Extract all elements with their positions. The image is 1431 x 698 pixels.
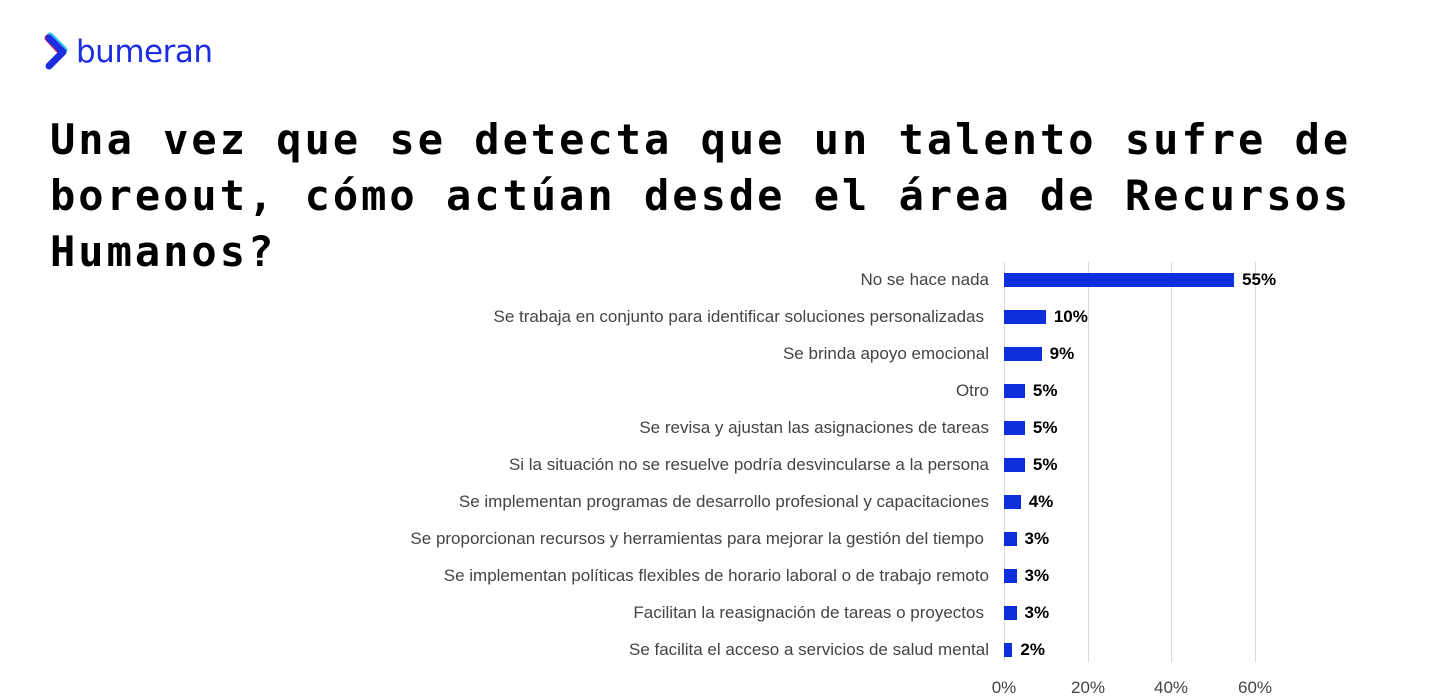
page-title: Una vez que se detecta que un talento su… xyxy=(50,115,1352,276)
bar-row: Se revisa y ajustan las asignaciones de … xyxy=(0,409,1431,446)
bar-row: Se brinda apoyo emocional 9% xyxy=(0,335,1431,372)
bar-row: Si la situación no se resuelve podría de… xyxy=(0,446,1431,483)
category-label: Se implementan políticas flexibles de ho… xyxy=(443,566,989,585)
bar xyxy=(1004,458,1025,472)
bar xyxy=(1004,384,1025,398)
category-label: Si la situación no se resuelve podría de… xyxy=(508,455,989,474)
x-tick-label: 40% xyxy=(1153,678,1189,697)
bar-row: Facilitan la reasignación de tareas o pr… xyxy=(0,594,1431,631)
value-label: 5% xyxy=(1032,418,1058,437)
bar xyxy=(1004,421,1025,435)
category-label: No se hace nada xyxy=(860,270,989,289)
category-label: Se brinda apoyo emocional xyxy=(782,344,989,363)
bar-row: Se implementan políticas flexibles de ho… xyxy=(0,557,1431,594)
bar-row: Se implementan programas de desarrollo p… xyxy=(0,483,1431,520)
bar-row: Otro 5% xyxy=(0,372,1431,409)
category-label: Otro xyxy=(955,381,989,400)
bar xyxy=(1004,606,1017,620)
bar xyxy=(1004,532,1017,546)
bar xyxy=(1004,495,1021,509)
category-label: Se proporcionan recursos y herramientas … xyxy=(410,529,984,548)
bar xyxy=(1004,273,1235,287)
bar-row: No se hace nada 55% xyxy=(0,261,1431,298)
value-label: 3% xyxy=(1024,529,1050,548)
category-label: Se facilita el acceso a servicios de sal… xyxy=(628,640,989,659)
x-tick-label: 0% xyxy=(991,678,1017,697)
category-label: Se implementan programas de desarrollo p… xyxy=(458,492,989,511)
chevron-logo-icon xyxy=(44,32,68,70)
category-label: Se revisa y ajustan las asignaciones de … xyxy=(639,418,989,437)
gridline xyxy=(1255,262,1256,662)
x-tick-label: 60% xyxy=(1237,678,1273,697)
value-label: 5% xyxy=(1032,381,1058,400)
brand-name: bumeran xyxy=(76,33,213,70)
bar xyxy=(1004,310,1046,324)
value-label: 3% xyxy=(1024,603,1050,622)
bar xyxy=(1004,569,1017,583)
value-label: 3% xyxy=(1024,566,1050,585)
bar-row: Se proporcionan recursos y herramientas … xyxy=(0,520,1431,557)
value-label: 55% xyxy=(1242,270,1277,289)
x-tick-label: 20% xyxy=(1070,678,1106,697)
bar-row: Se trabaja en conjunto para identificar … xyxy=(0,298,1431,335)
bumeran-logo: bumeran xyxy=(44,32,213,72)
value-label: 9% xyxy=(1049,344,1075,363)
value-label: 4% xyxy=(1028,492,1054,511)
gridline xyxy=(1088,262,1089,662)
bar-row: Se facilita el acceso a servicios de sal… xyxy=(0,631,1431,668)
category-label: Se trabaja en conjunto para identificar … xyxy=(493,307,984,326)
gridline xyxy=(1171,262,1172,662)
value-label: 2% xyxy=(1020,640,1045,659)
bar xyxy=(1004,347,1042,361)
bar xyxy=(1004,643,1013,657)
value-label: 5% xyxy=(1032,455,1058,474)
category-label: Facilitan la reasignación de tareas o pr… xyxy=(633,603,984,622)
value-label: 10% xyxy=(1053,307,1088,326)
